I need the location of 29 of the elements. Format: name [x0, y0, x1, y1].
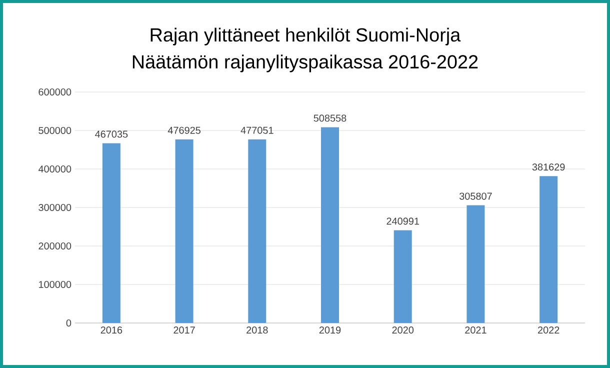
- data-label: 305807: [459, 192, 492, 200]
- bar: [394, 230, 412, 323]
- data-label: 508558: [314, 114, 346, 122]
- x-tick-label: 2021: [465, 326, 486, 334]
- y-tick-label: 600000: [38, 88, 72, 96]
- bar: [540, 176, 558, 323]
- y-tick-label: 100000: [39, 280, 72, 288]
- bar: [321, 127, 340, 323]
- bar: [102, 143, 120, 323]
- x-tick-label: 2018: [246, 326, 268, 334]
- y-tick-label: 200000: [38, 242, 72, 250]
- x-tick-label: 2019: [319, 326, 341, 334]
- x-tick-label: 2016: [100, 326, 122, 334]
- data-label: 467035: [95, 130, 128, 138]
- data-label: 381629: [532, 164, 565, 171]
- data-label: 477051: [240, 126, 274, 134]
- x-tick-label: 2017: [174, 326, 195, 334]
- y-tick-label: 300000: [38, 204, 72, 212]
- bar: [175, 139, 194, 323]
- x-tick-label: 2022: [538, 326, 560, 334]
- x-tick-label: 2020: [392, 326, 414, 334]
- bar: [248, 139, 266, 323]
- y-tick-label: 500000: [38, 126, 72, 134]
- data-label: 240991: [386, 218, 419, 225]
- chart-title: Rajan ylittäneet henkilöt Suomi-Norja Näätämön rajanylityspaikassa 2016-2022: [132, 28, 478, 72]
- y-tick-label: 0: [66, 319, 72, 327]
- y-tick-label: 400000: [38, 165, 72, 173]
- data-label: 476925: [168, 126, 200, 134]
- bar: [466, 205, 485, 323]
